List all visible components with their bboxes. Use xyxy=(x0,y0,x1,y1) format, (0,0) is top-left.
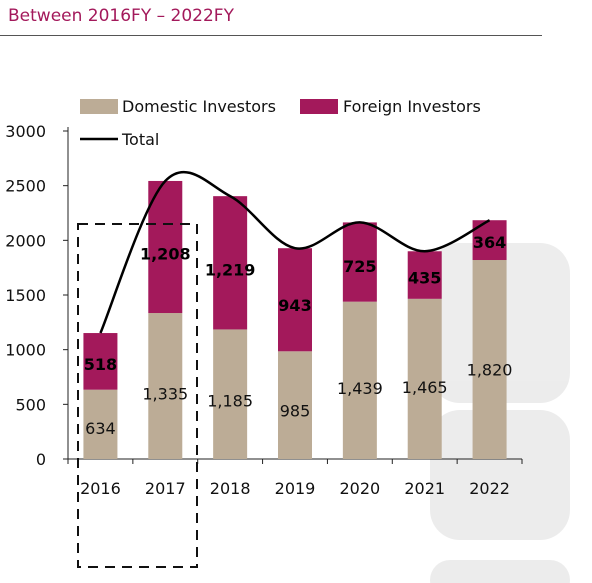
y-tick-label: 2000 xyxy=(5,231,46,250)
x-tick-label: 2017 xyxy=(145,479,186,498)
highlight-box xyxy=(77,223,198,568)
bar-domestic-2021 xyxy=(407,298,442,459)
bar-foreign-2021 xyxy=(407,251,442,299)
x-tick-label: 2022 xyxy=(469,479,510,498)
legend-label-domestic: Domestic Investors xyxy=(122,97,276,116)
data-label-foreign-2017: 1,208 xyxy=(140,245,191,264)
bar-foreign-2016 xyxy=(83,333,118,390)
data-label-domestic-2020: 1,439 xyxy=(337,379,383,398)
data-label-foreign-2019: 943 xyxy=(278,296,311,315)
legend-label-foreign: Foreign Investors xyxy=(343,97,481,116)
bar-foreign-2020 xyxy=(342,222,377,302)
x-tick-label: 2021 xyxy=(404,479,445,498)
y-tick-label: 1500 xyxy=(5,286,46,305)
legend-swatch-domestic xyxy=(80,99,118,114)
data-label-foreign-2020: 725 xyxy=(343,257,376,276)
total-line xyxy=(99,170,491,334)
data-label-foreign-2021: 435 xyxy=(408,268,441,287)
bar-domestic-2019 xyxy=(278,351,312,459)
x-tick-label: 2016 xyxy=(80,479,121,498)
bar-foreign-2018 xyxy=(213,196,248,330)
x-tick-label: 2020 xyxy=(339,479,380,498)
page-title: Between 2016FY – 2022FY xyxy=(8,6,234,26)
data-label-foreign-2022: 364 xyxy=(473,233,506,252)
x-tick-label: 2018 xyxy=(210,479,251,498)
bar-foreign-2019 xyxy=(278,248,312,352)
bar-domestic-2020 xyxy=(342,301,377,459)
y-tick-label: 500 xyxy=(15,395,46,414)
legend-label-total: Total xyxy=(121,130,159,149)
y-tick-label: 2500 xyxy=(5,177,46,196)
data-label-domestic-2018: 1,185 xyxy=(207,392,253,411)
data-label-domestic-2016: 634 xyxy=(85,419,116,438)
bar-domestic-2022 xyxy=(472,260,507,459)
bar-domestic-2018 xyxy=(213,329,248,459)
legend-swatch-foreign xyxy=(300,99,338,114)
bar-domestic-2016 xyxy=(83,389,118,459)
data-label-domestic-2022: 1,820 xyxy=(467,360,513,379)
data-label-foreign-2018: 1,219 xyxy=(205,260,256,279)
y-tick-label: 0 xyxy=(36,450,46,469)
x-tick-label: 2019 xyxy=(275,479,316,498)
data-label-domestic-2019: 985 xyxy=(280,402,311,421)
data-label-domestic-2021: 1,465 xyxy=(402,378,448,397)
bar-domestic-2017 xyxy=(148,313,183,459)
data-label-foreign-2016: 518 xyxy=(84,355,117,374)
bar-foreign-2017 xyxy=(148,180,183,314)
y-tick-label: 3000 xyxy=(5,122,46,141)
header-divider xyxy=(0,35,542,36)
y-tick-label: 1000 xyxy=(5,341,46,360)
data-label-domestic-2017: 1,335 xyxy=(142,384,188,403)
